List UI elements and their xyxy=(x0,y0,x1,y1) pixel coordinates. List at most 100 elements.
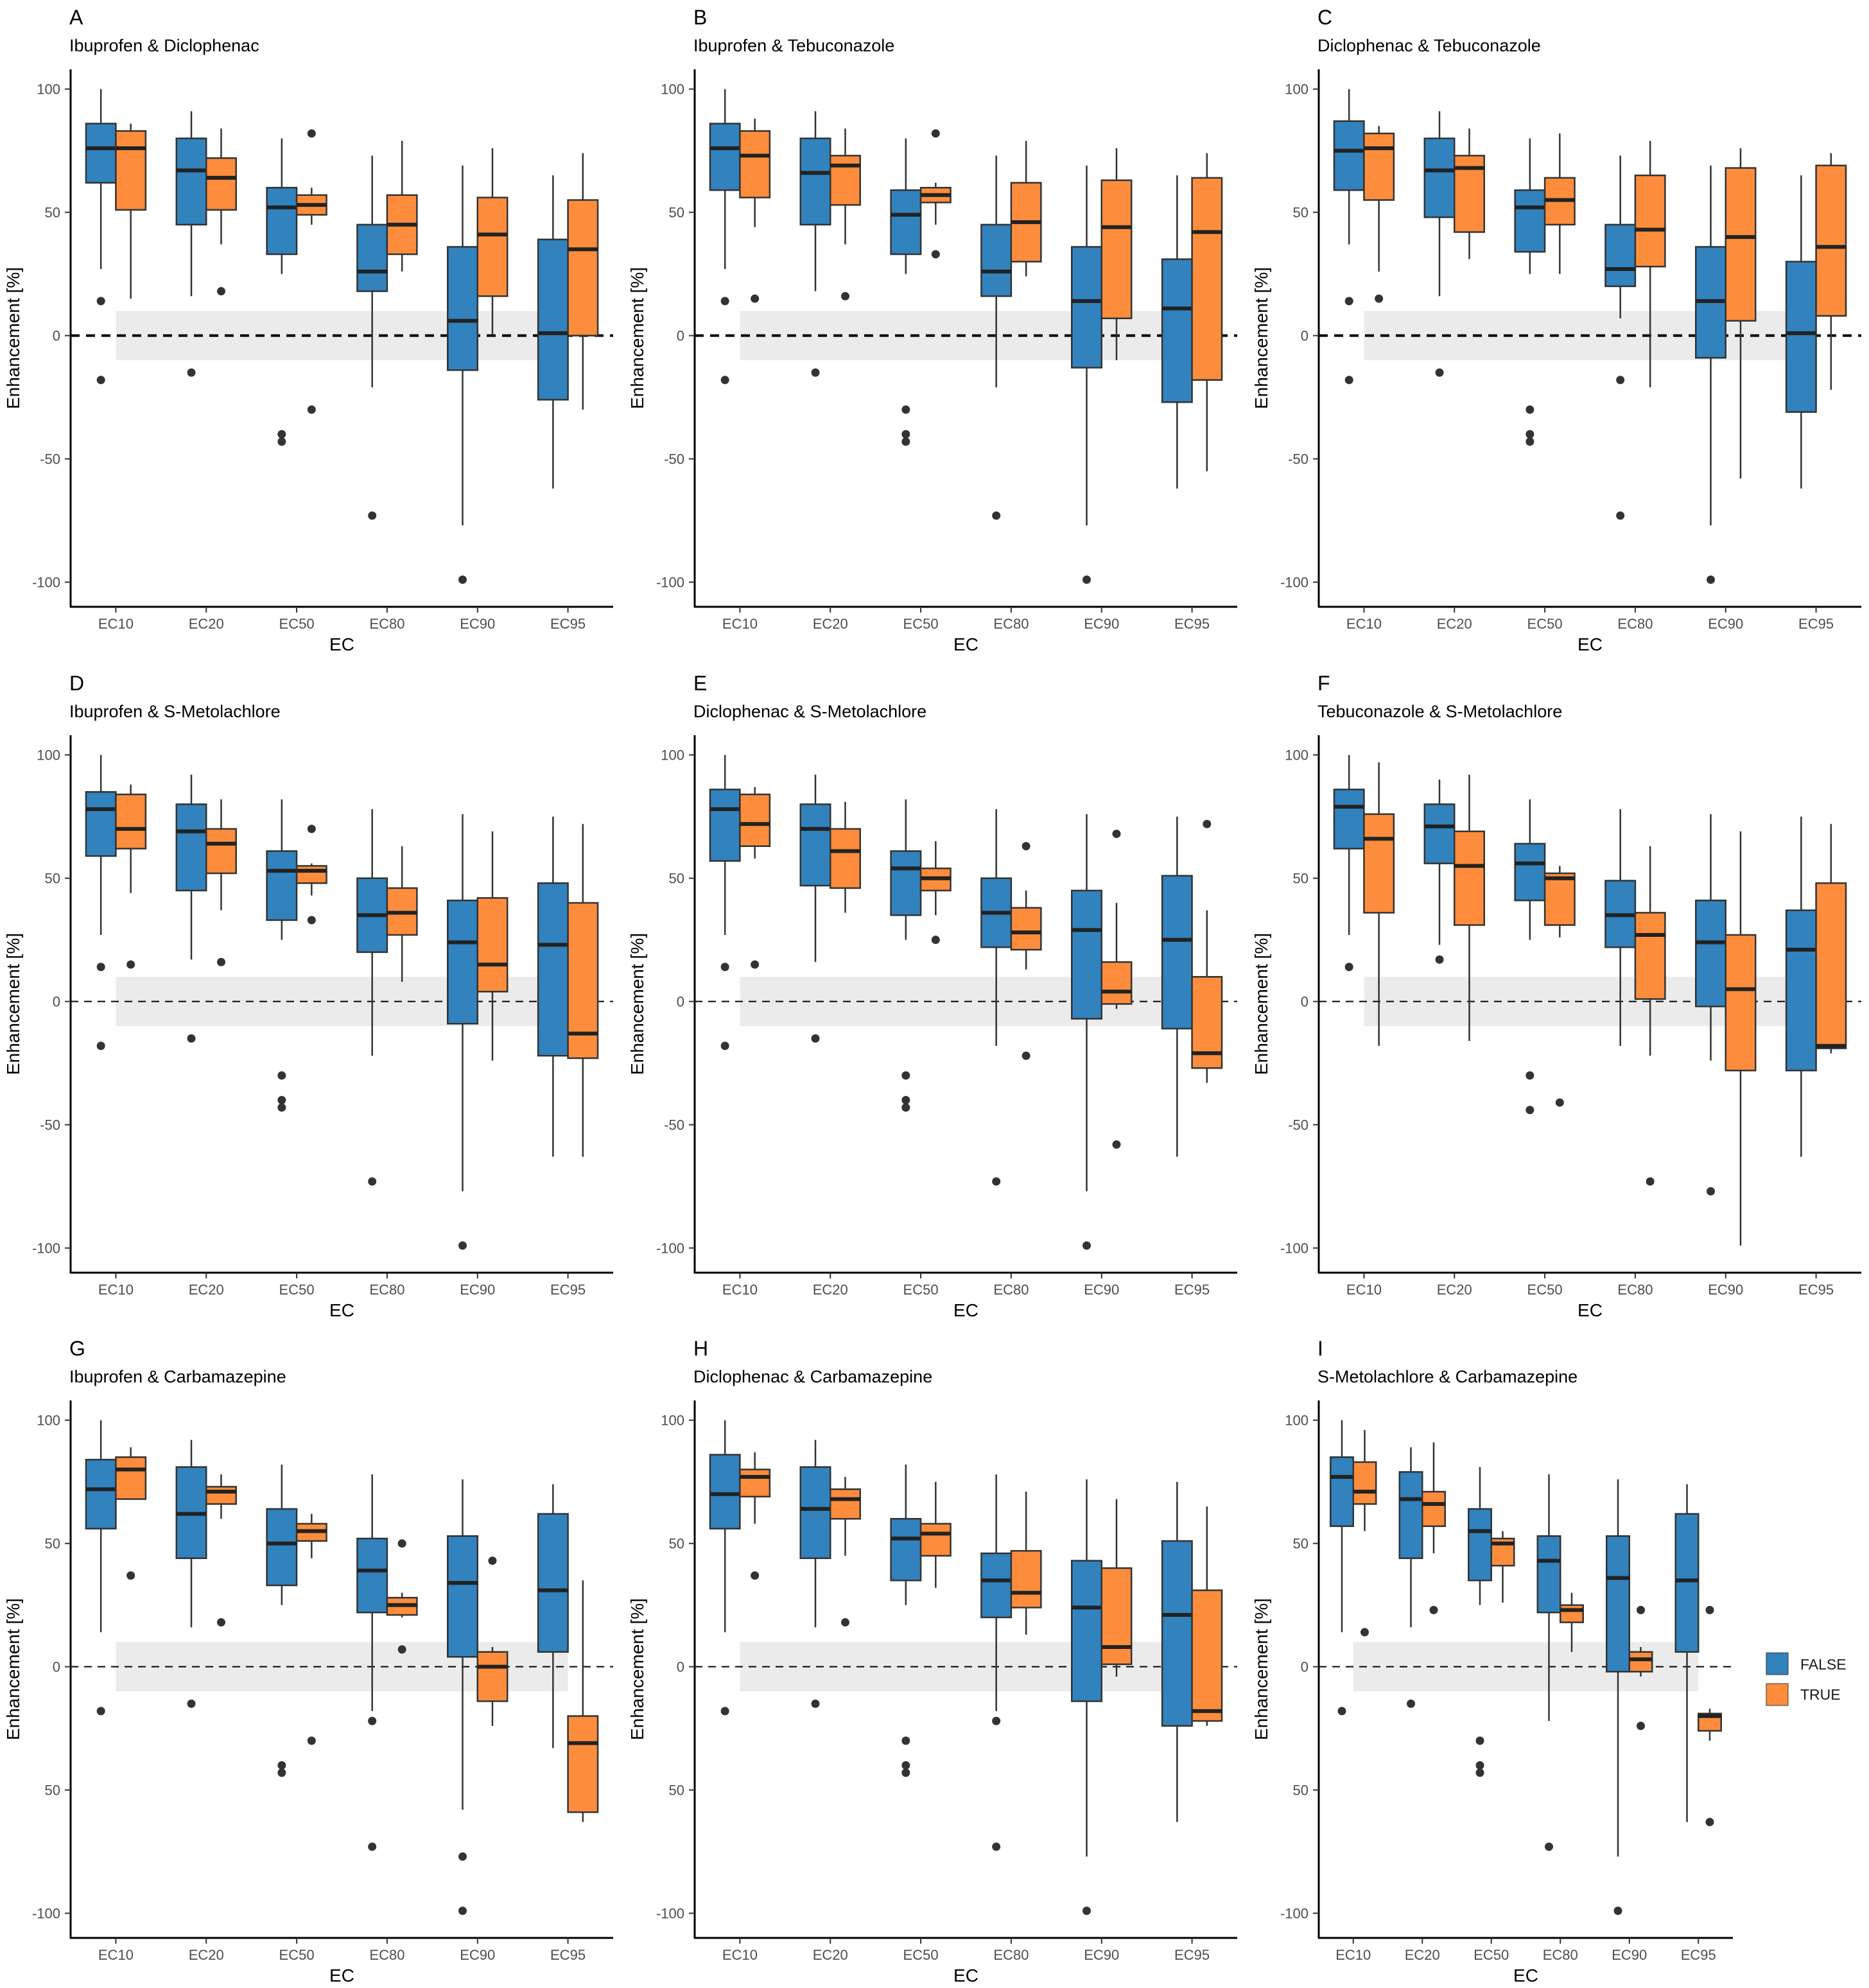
y-tick-label: -100 xyxy=(1280,575,1308,591)
panel-h-box-true-ec50 xyxy=(919,1481,952,1588)
y-tick-label: -50 xyxy=(1288,1117,1308,1133)
outlier-point xyxy=(277,1768,286,1777)
x-tick-label: EC90 xyxy=(1612,1947,1647,1963)
panel-g-box-true-ec50 xyxy=(295,1513,327,1745)
panel-c-title: Diclophenac & Tebuconazole xyxy=(1317,36,1541,55)
panel-d-box-true-ec80 xyxy=(386,846,418,982)
outlier-point xyxy=(720,1042,729,1051)
x-tick-label: EC95 xyxy=(550,1947,586,1963)
outlier-point xyxy=(931,250,940,259)
panel-b: B Ibuprofen & Tebuconazole 100 50 0 -50 -100 EC… xyxy=(627,6,1237,654)
outlier-point xyxy=(720,963,729,972)
y-tick-label: -50 xyxy=(1288,451,1308,467)
x-tick-label: EC10 xyxy=(722,616,758,632)
outlier-point xyxy=(1526,430,1534,439)
outlier-point xyxy=(1082,1241,1091,1250)
y-tick-label: 50 xyxy=(1293,205,1308,221)
panel-c-x-title: EC xyxy=(1578,634,1603,654)
panel-g-title: Ibuprofen & Carbamazepine xyxy=(69,1367,286,1386)
y-tick-label: -50 xyxy=(40,451,60,467)
y-tick-label: 100 xyxy=(37,1413,60,1429)
outlier-point xyxy=(901,1103,910,1112)
outlier-point xyxy=(1112,830,1121,839)
y-tick-label: 100 xyxy=(661,82,684,98)
x-tick-label: EC80 xyxy=(993,1282,1029,1298)
panel-g-box-false-ec20 xyxy=(175,1440,207,1708)
panel-d-box-false-ec90 xyxy=(447,814,479,1250)
panel-h-box-false-ec80 xyxy=(980,1474,1013,1851)
panel-b-box-true-ec95 xyxy=(1191,153,1223,471)
panel-b-box-false-ec10 xyxy=(709,89,741,385)
outlier-point xyxy=(840,292,849,301)
panel-f-letter: F xyxy=(1317,672,1330,695)
y-tick-label: 50 xyxy=(669,1536,684,1552)
x-tick-label: EC10 xyxy=(722,1947,758,1963)
outlier-point xyxy=(458,1906,467,1915)
panel-d-box-false-ec95 xyxy=(537,816,569,1157)
panel-f-x-title: EC xyxy=(1578,1300,1603,1320)
x-tick-label: EC90 xyxy=(460,616,495,632)
x-tick-label: EC10 xyxy=(1346,616,1382,632)
panel-h-box-false-ec95 xyxy=(1161,1481,1193,1822)
panel-c: C Diclophenac & Tebuconazole 100 50 0 -50 -100… xyxy=(1251,6,1861,654)
panel-e-y-title: Enhancement [%] xyxy=(627,933,647,1075)
outlier-point xyxy=(368,1716,377,1725)
x-tick-label: EC80 xyxy=(993,616,1029,632)
x-tick-label: EC90 xyxy=(1708,1282,1743,1298)
outlier-point xyxy=(187,1034,196,1043)
outlier-point xyxy=(277,1761,286,1770)
panel-f-box-true-ec80 xyxy=(1634,846,1666,1186)
y-tick-label: 0 xyxy=(677,328,684,344)
legend-false-label: FALSE xyxy=(1800,1656,1847,1673)
outlier-point xyxy=(277,1071,286,1080)
outlier-point xyxy=(1705,1818,1714,1827)
panel-e-box-false-ec95 xyxy=(1161,816,1193,1157)
panel-a-box-true-ec95 xyxy=(567,153,599,410)
y-tick-label: 100 xyxy=(37,82,60,98)
outlier-point xyxy=(992,511,1001,520)
panel-h-y-title: Enhancement [%] xyxy=(627,1598,647,1740)
panel-i-box-false-ec90 xyxy=(1606,1479,1630,1915)
legend-true-label: TRUE xyxy=(1800,1686,1841,1703)
panel-i-y-title: Enhancement [%] xyxy=(1251,1598,1271,1740)
legend-false-swatch xyxy=(1766,1652,1789,1675)
panel-e-box-true-ec20 xyxy=(830,801,861,913)
outlier-point xyxy=(992,1716,1001,1725)
outlier-point xyxy=(811,1034,820,1043)
outlier-point xyxy=(96,1042,105,1051)
x-tick-label: EC10 xyxy=(98,1947,134,1963)
x-tick-label: EC20 xyxy=(813,1947,848,1963)
outlier-point xyxy=(1636,1605,1645,1614)
x-tick-label: EC50 xyxy=(1527,1282,1563,1298)
y-tick-label: 50 xyxy=(1293,871,1308,887)
x-tick-label: EC90 xyxy=(460,1947,495,1963)
outlier-point xyxy=(1707,1187,1716,1196)
x-tick-label: EC95 xyxy=(550,1282,586,1298)
panel-c-box-false-ec10 xyxy=(1333,89,1365,385)
panel-d-letter: D xyxy=(69,672,84,695)
panel-e-box-true-ec50 xyxy=(919,841,952,945)
panel-a-title: Ibuprofen & Diclophenac xyxy=(69,36,259,55)
y-tick-label: -100 xyxy=(32,1241,60,1257)
y-tick-label: 0 xyxy=(677,994,684,1010)
panel-b-box-true-ec90 xyxy=(1100,148,1133,361)
outlier-point xyxy=(1555,1098,1564,1107)
panel-b-title: Ibuprofen & Tebuconazole xyxy=(693,36,894,55)
outlier-point xyxy=(720,297,729,306)
outlier-point xyxy=(397,1645,406,1654)
y-tick-label: 100 xyxy=(661,1413,684,1429)
outlier-point xyxy=(1545,1842,1554,1851)
x-tick-label: EC50 xyxy=(1527,616,1563,632)
panel-a-box-true-ec10 xyxy=(115,123,147,299)
y-tick-label: 50 xyxy=(45,1536,60,1552)
x-tick-label: EC90 xyxy=(460,1282,495,1298)
outlier-point xyxy=(458,1852,467,1861)
outlier-point xyxy=(458,1241,467,1250)
panel-c-box-false-ec90 xyxy=(1695,165,1726,584)
panel-i-box-false-ec80 xyxy=(1536,1474,1561,1851)
x-tick-label: EC20 xyxy=(1437,616,1472,632)
panel-i-box-true-ec95 xyxy=(1698,1605,1722,1827)
outlier-point xyxy=(931,129,940,138)
